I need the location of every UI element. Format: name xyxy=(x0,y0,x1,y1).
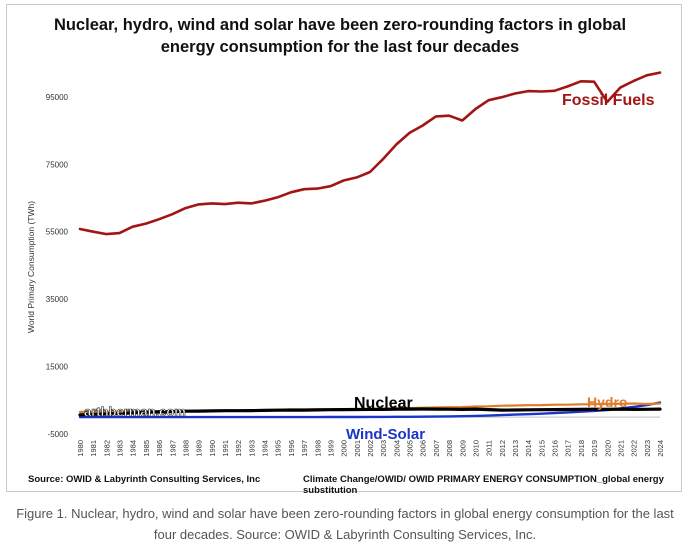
x-tick-label: 2016 xyxy=(551,440,560,457)
x-tick-label: 2008 xyxy=(445,440,454,457)
x-tick-label: 2024 xyxy=(656,440,665,457)
y-tick-labels: -5000 15000 35000 55000 75000 95000 xyxy=(46,93,69,439)
x-tick-label: 2014 xyxy=(524,440,533,457)
x-tick-label: 2018 xyxy=(577,440,586,457)
x-tick-label: 1997 xyxy=(300,440,309,457)
annotation-nuclear: Nuclear xyxy=(354,395,413,412)
x-tick-label: 1987 xyxy=(168,440,177,457)
y-tick-label: 75000 xyxy=(46,160,69,169)
y-tick-label: 55000 xyxy=(46,228,69,237)
x-tick-label: 2005 xyxy=(406,440,415,457)
x-tick-label: 2020 xyxy=(603,440,612,457)
figure-caption: Figure 1. Nuclear, hydro, wind and solar… xyxy=(16,506,674,542)
x-tick-label: 2007 xyxy=(432,440,441,457)
x-tick-label: 2003 xyxy=(379,440,388,457)
series-lines xyxy=(78,71,662,419)
x-tick-label: 2019 xyxy=(590,440,599,457)
x-tick-label: 1994 xyxy=(261,440,270,457)
y-tick-label: 15000 xyxy=(46,363,69,372)
x-tick-label: 1981 xyxy=(89,440,98,457)
source-right: Climate Change/OWID/ OWID PRIMARY ENERGY… xyxy=(303,474,664,496)
x-tick-label: 1980 xyxy=(76,440,85,457)
x-tick-label: 2010 xyxy=(471,440,480,457)
x-tick-label: 1993 xyxy=(247,440,256,457)
x-tick-label: 1986 xyxy=(155,440,164,457)
x-tick-label: 1989 xyxy=(195,440,204,457)
source-left: Source: OWID & Labyrinth Consulting Serv… xyxy=(28,474,261,485)
series-line-nuclear xyxy=(78,407,662,417)
x-tick-labels: 1980 1981 1982 1983 1984 1985 1986 1987 1988 1989… xyxy=(76,440,665,457)
y-tick-label: -5000 xyxy=(48,430,69,439)
x-tick-label: 2001 xyxy=(353,440,362,457)
x-tick-label: 1982 xyxy=(102,440,111,457)
annotation-wind-solar: Wind-Solar xyxy=(346,426,425,443)
x-tick-label: 1992 xyxy=(234,440,243,457)
x-tick-label: 2012 xyxy=(498,440,507,457)
chart-title: Nuclear, hydro, wind and solar have been… xyxy=(53,16,627,56)
x-tick-label: 1990 xyxy=(208,440,217,457)
y-tick-label: 35000 xyxy=(46,295,69,304)
series-line-fossil-fuels xyxy=(78,71,662,236)
x-tick-label: 2011 xyxy=(485,440,494,456)
x-tick-label: 2004 xyxy=(392,440,401,457)
x-tick-label: 2002 xyxy=(366,440,375,457)
annotation-fossil-fuels: Fossil Fuels xyxy=(562,92,655,109)
y-axis-title-group: World Primary Consumption (TWh) xyxy=(26,201,36,333)
x-tick-label: 2013 xyxy=(511,440,520,457)
x-tick-label: 2009 xyxy=(458,440,467,457)
x-tick-label: 2023 xyxy=(643,440,652,457)
y-axis-title: World Primary Consumption (TWh) xyxy=(26,201,36,333)
x-tick-label: 1998 xyxy=(313,440,322,457)
x-tick-label: 1996 xyxy=(287,440,296,457)
x-tick-label: 2000 xyxy=(340,440,349,457)
y-tick-label: 95000 xyxy=(46,93,69,102)
watermark: arthberman.com xyxy=(84,404,186,419)
annotation-hydro: Hydro xyxy=(587,394,627,410)
x-tick-label: 2021 xyxy=(616,440,625,457)
x-tick-label: 1999 xyxy=(326,440,335,457)
x-tick-label: 2022 xyxy=(630,440,639,457)
series-line-wind-solar xyxy=(78,401,662,419)
x-tick-label: 1991 xyxy=(221,440,230,457)
x-tick-label: 1983 xyxy=(116,440,125,457)
x-tick-label: 2017 xyxy=(564,440,573,457)
x-tick-label: 2015 xyxy=(537,440,546,457)
x-tick-label: 1995 xyxy=(274,440,283,457)
series-annotations: Fossil Fuels Nuclear Hydro Wind-Solar xyxy=(346,92,655,443)
x-tick-label: 1988 xyxy=(181,440,190,457)
x-tick-label: 1985 xyxy=(142,440,151,457)
x-tick-label: 1984 xyxy=(129,440,138,457)
x-tick-label: 2006 xyxy=(419,440,428,457)
